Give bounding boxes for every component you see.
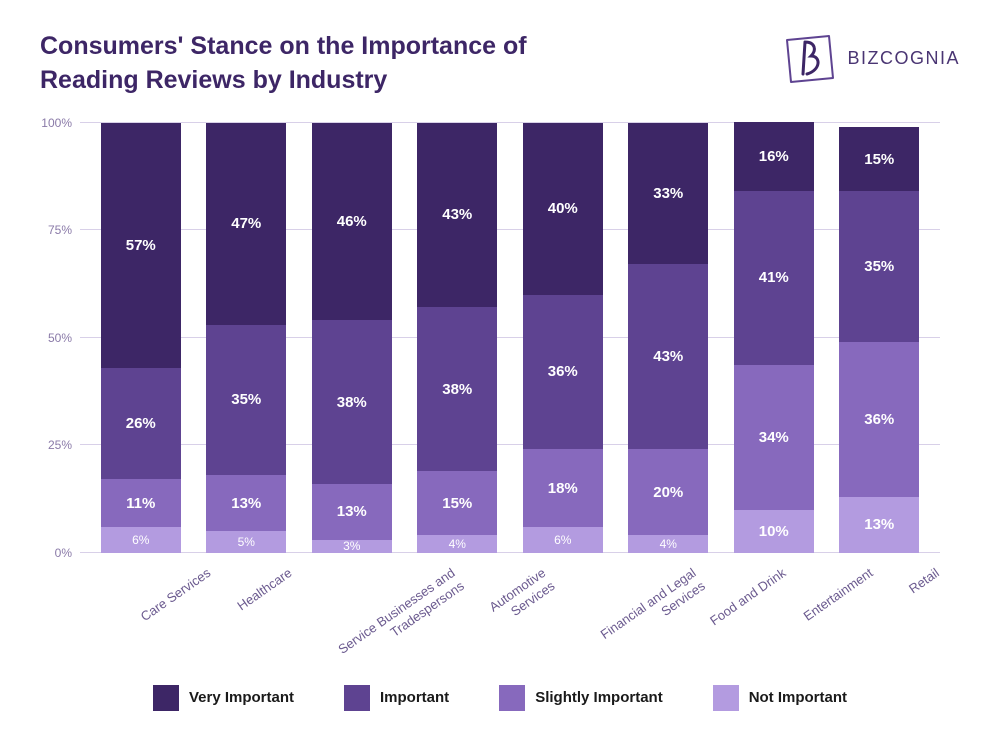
stacked-bar: 6%18%36%40% (523, 123, 603, 553)
legend-label: Slightly Important (535, 689, 663, 706)
bar-segment: 4% (628, 535, 708, 552)
chart-plot-area: 0% 25% 50% 75% 100% 6%11%26%57%5%13%35%4… (80, 123, 940, 553)
legend: Very Important Important Slightly Import… (40, 685, 960, 711)
legend-swatch (344, 685, 370, 711)
bar-column: 4%15%38%43% (405, 123, 511, 553)
x-axis-labels: Care ServicesHealthcareService Businesse… (80, 565, 940, 675)
y-tick: 100% (41, 116, 72, 130)
bar-segment: 15% (417, 471, 497, 536)
x-axis-label: Service Businesses and Tradespersons (269, 565, 419, 675)
brand-logo: BIZCOGNIA (781, 30, 960, 86)
x-axis-label: Care Services (88, 565, 179, 675)
bar-segment: 40% (523, 123, 603, 295)
bar-segment: 3% (312, 540, 392, 553)
bar-segment: 26% (101, 368, 181, 480)
bar-segment: 4% (417, 535, 497, 552)
bar-segment: 43% (628, 264, 708, 449)
chart-container: Consumers' Stance on the Importance of R… (0, 0, 1000, 745)
legend-label: Important (380, 689, 449, 706)
bar-segment: 11% (101, 479, 181, 526)
bar-column: 10%34%41%16% (721, 123, 827, 553)
bar-segment: 5% (206, 531, 286, 553)
stacked-bar: 3%13%38%46% (312, 123, 392, 553)
bar-column: 13%36%35%15% (827, 123, 933, 553)
stacked-bar: 10%34%41%16% (734, 123, 814, 553)
legend-item: Slightly Important (499, 685, 663, 711)
bar-segment: 34% (734, 365, 814, 510)
y-tick: 25% (48, 438, 72, 452)
logo-text: BIZCOGNIA (847, 48, 960, 69)
bar-segment: 47% (206, 123, 286, 325)
stacked-bar: 6%11%26%57% (101, 123, 181, 553)
bar-segment: 41% (734, 191, 814, 366)
bar-segment: 38% (417, 307, 497, 470)
y-tick: 75% (48, 223, 72, 237)
bar-segment: 6% (523, 527, 603, 553)
y-tick: 0% (55, 546, 72, 560)
chart-title: Consumers' Stance on the Importance of R… (40, 30, 580, 98)
bar-column: 6%11%26%57% (88, 123, 194, 553)
legend-label: Very Important (189, 689, 294, 706)
legend-swatch (499, 685, 525, 711)
bar-column: 5%13%35%47% (194, 123, 300, 553)
bar-segment: 57% (101, 123, 181, 368)
stacked-bar: 4%15%38%43% (417, 123, 497, 553)
bar-segment: 6% (101, 527, 181, 553)
bar-segment: 15% (839, 127, 919, 192)
bar-column: 4%20%43%33% (616, 123, 722, 553)
legend-item: Not Important (713, 685, 847, 711)
bar-segment: 13% (206, 475, 286, 531)
legend-swatch (713, 685, 739, 711)
bar-segment: 46% (312, 123, 392, 321)
y-axis: 0% 25% 50% 75% 100% (40, 123, 80, 553)
bar-segment: 16% (734, 122, 814, 190)
header: Consumers' Stance on the Importance of R… (40, 30, 960, 98)
bar-segment: 36% (523, 295, 603, 450)
bar-segment: 33% (628, 123, 708, 265)
bars-group: 6%11%26%57%5%13%35%47%3%13%38%46%4%15%38… (80, 123, 940, 553)
bar-segment: 38% (312, 320, 392, 483)
bar-segment: 35% (206, 325, 286, 476)
stacked-bar: 4%20%43%33% (628, 123, 708, 553)
y-tick: 50% (48, 331, 72, 345)
bar-segment: 10% (734, 510, 814, 553)
bar-segment: 20% (628, 449, 708, 535)
bar-column: 3%13%38%46% (299, 123, 405, 553)
legend-item: Important (344, 685, 449, 711)
bar-segment: 43% (417, 123, 497, 308)
legend-label: Not Important (749, 689, 847, 706)
bar-segment: 18% (523, 449, 603, 526)
legend-item: Very Important (153, 685, 294, 711)
bar-segment: 36% (839, 342, 919, 497)
bar-segment: 13% (839, 497, 919, 553)
legend-swatch (153, 685, 179, 711)
bar-segment: 13% (312, 484, 392, 540)
bar-column: 6%18%36%40% (510, 123, 616, 553)
bar-segment: 35% (839, 191, 919, 342)
logo-mark-icon (781, 30, 837, 86)
stacked-bar: 5%13%35%47% (206, 123, 286, 553)
stacked-bar: 13%36%35%15% (839, 123, 919, 553)
